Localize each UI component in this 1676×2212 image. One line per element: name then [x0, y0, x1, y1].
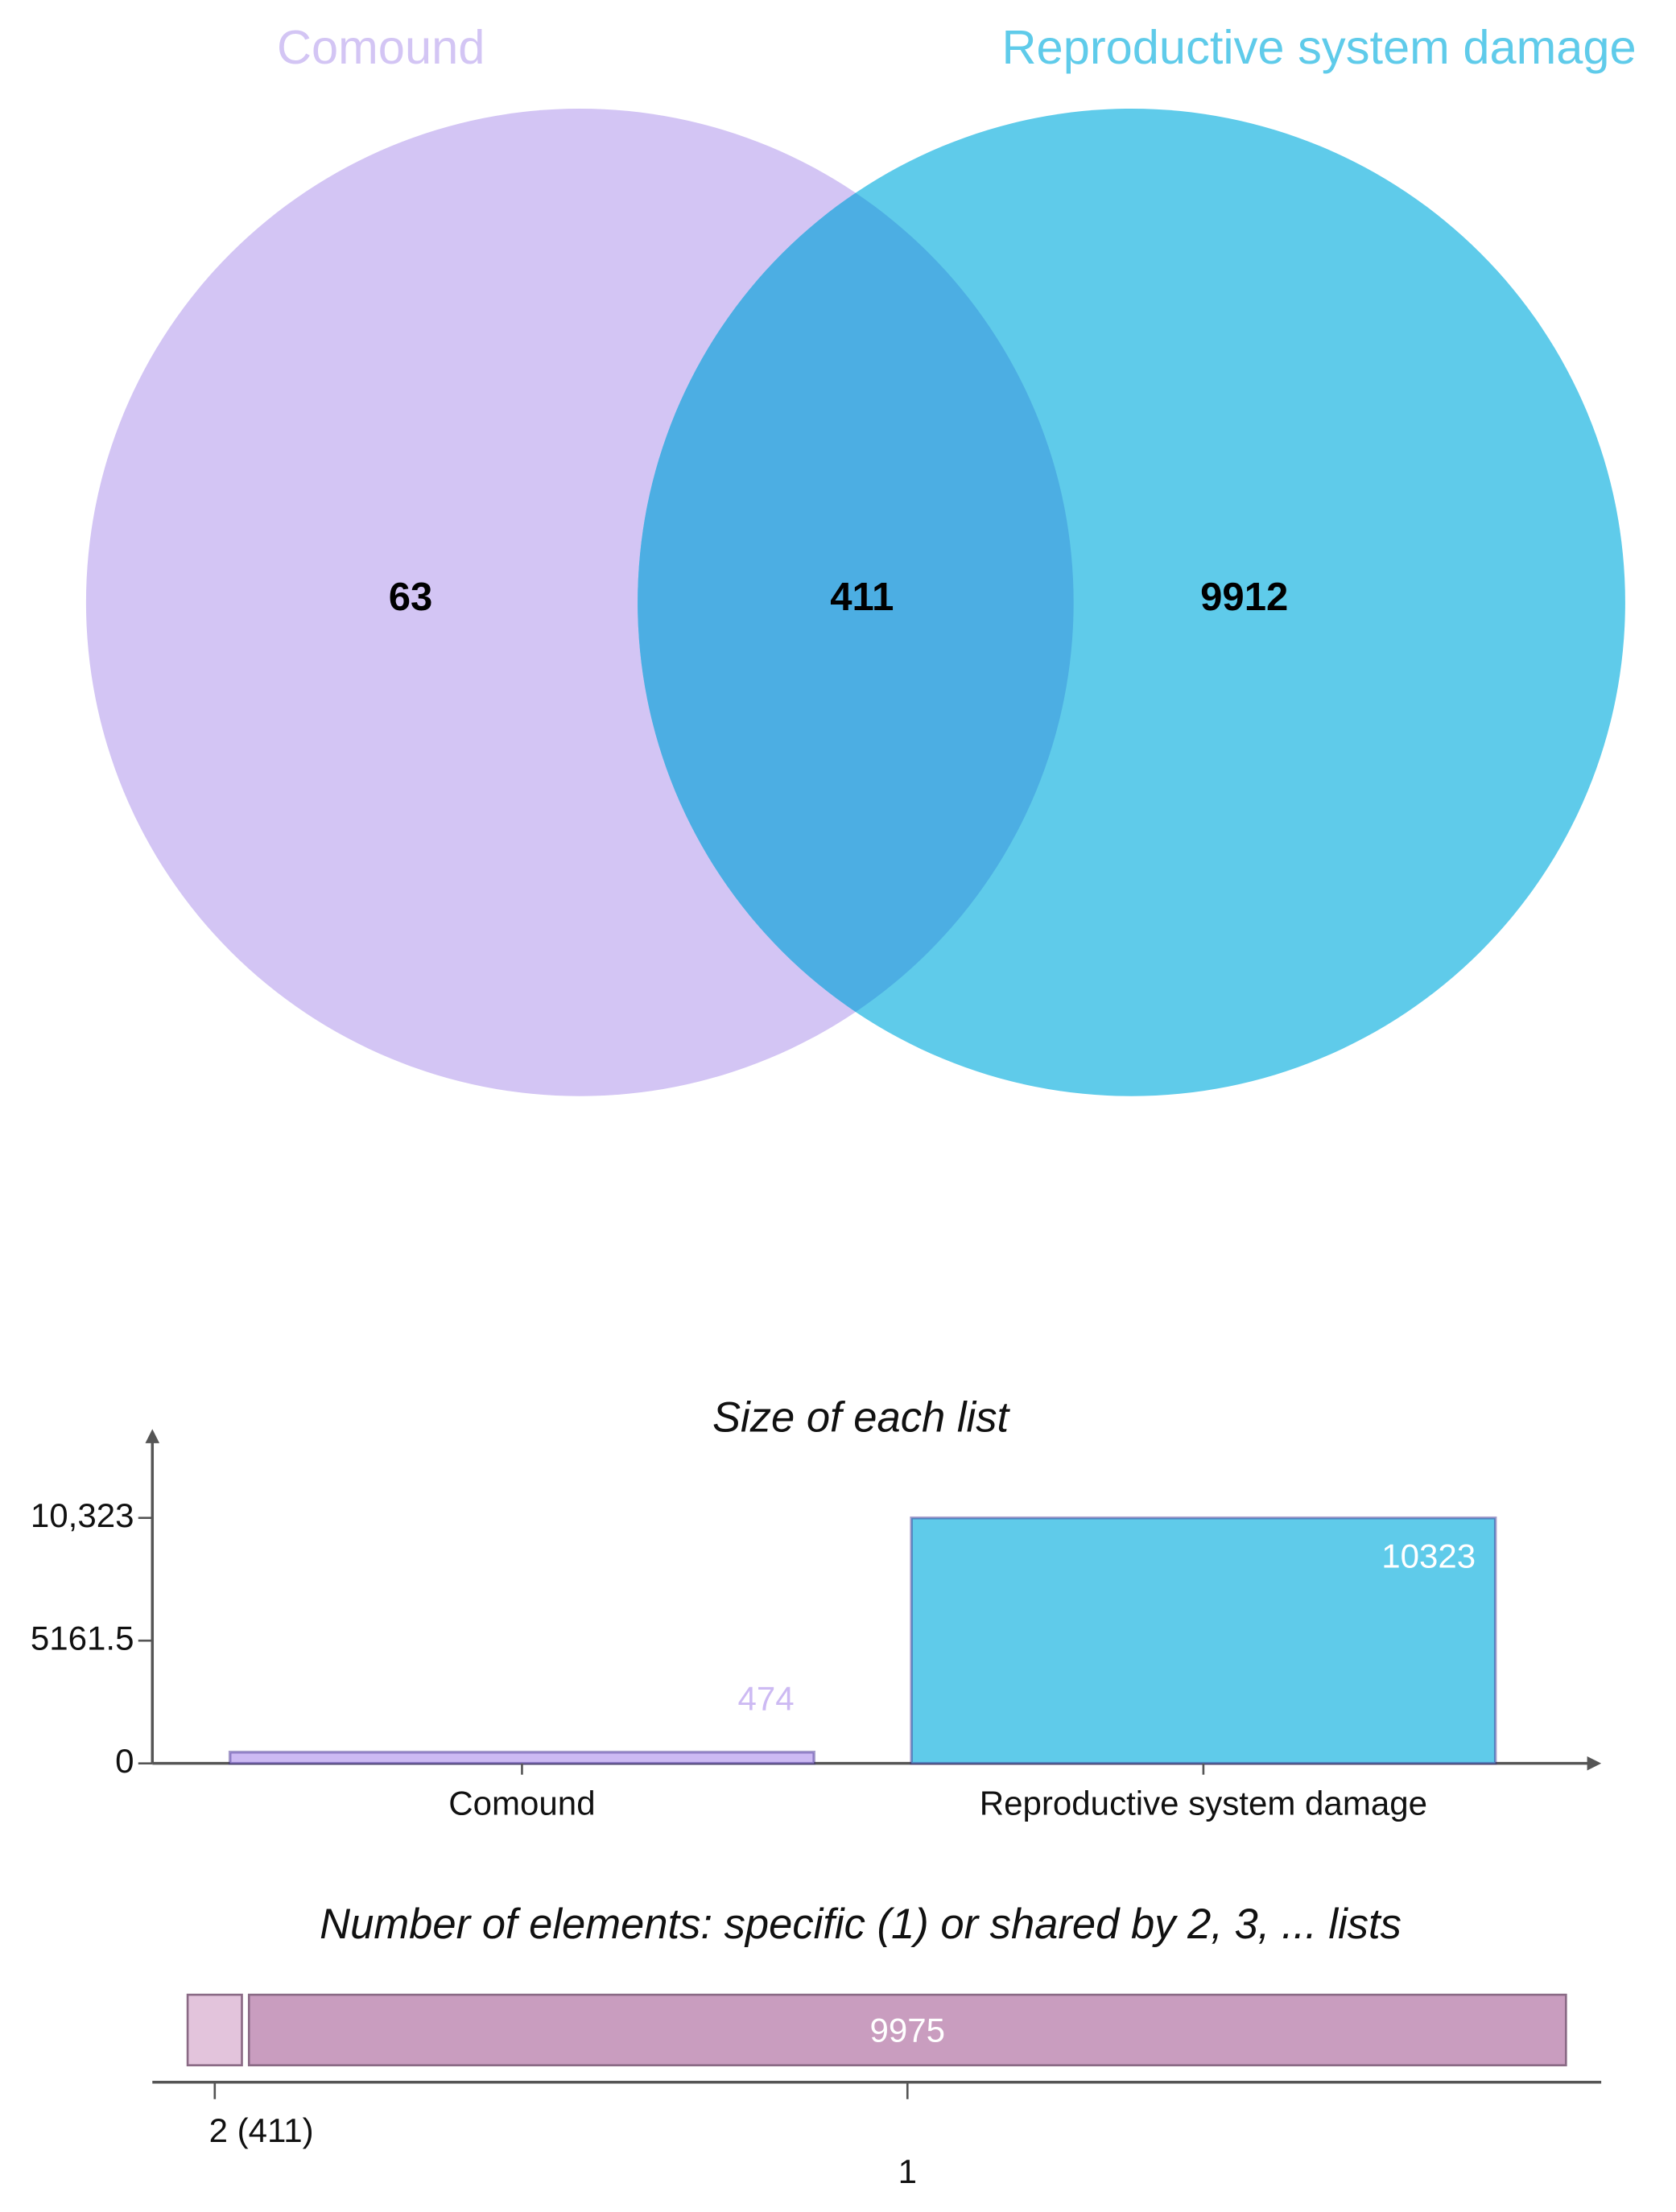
- region-count: 63: [389, 576, 433, 619]
- overlap-region: [638, 108, 1074, 1096]
- region-count: 9912: [1200, 576, 1288, 619]
- segment: [247, 1993, 1567, 2067]
- region-count: 411: [830, 576, 894, 619]
- bar: [228, 1750, 815, 1765]
- value-label: 474: [738, 1680, 795, 1718]
- segment: [186, 1993, 243, 2067]
- set-label: Comound: [277, 20, 485, 74]
- set-label: Reproductive system damage: [1002, 20, 1637, 74]
- x-tick-label: Reproductive system damage: [980, 1784, 1427, 1822]
- chart-title: Size of each list: [712, 1394, 1011, 1442]
- value-label: 9975: [870, 2012, 946, 2049]
- x-tick-label: 1: [898, 2152, 917, 2190]
- x-tick-label: Comound: [448, 1784, 595, 1822]
- chart-title: Number of elements: specific (1) or shar…: [320, 1900, 1401, 1948]
- bar: [910, 1516, 1497, 1765]
- value-label: 10323: [1381, 1537, 1476, 1575]
- y-tick-label: 0: [115, 1742, 134, 1780]
- y-tick-label: 5161.5: [31, 1619, 134, 1657]
- x-tick-label: 2 (411): [209, 2111, 314, 2149]
- y-tick-label: 10,323: [31, 1496, 134, 1534]
